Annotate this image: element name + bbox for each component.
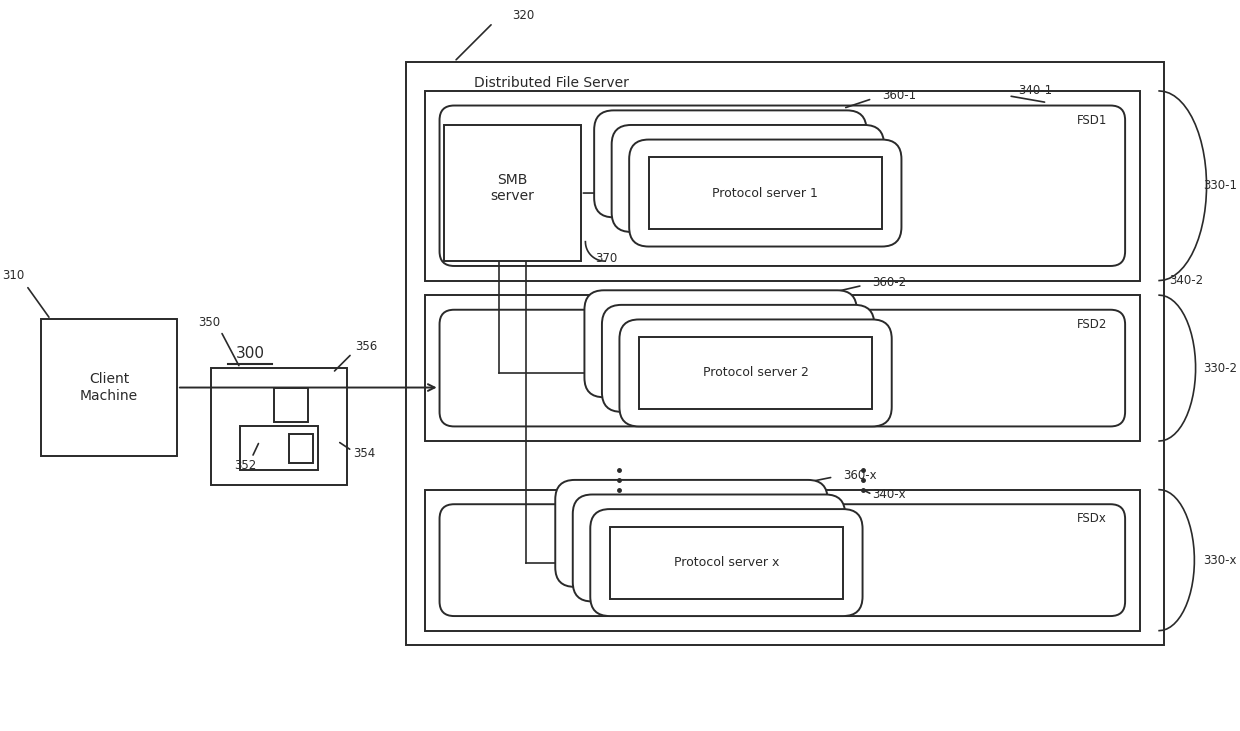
Text: 360-x: 360-x (843, 469, 877, 482)
Text: 354: 354 (353, 447, 376, 460)
FancyBboxPatch shape (611, 125, 884, 232)
Bar (41, 319, 177, 455)
FancyBboxPatch shape (439, 504, 1125, 616)
Text: 310: 310 (2, 269, 25, 282)
FancyBboxPatch shape (439, 105, 1125, 266)
FancyBboxPatch shape (590, 509, 863, 616)
FancyBboxPatch shape (573, 494, 844, 602)
Text: 340-2: 340-2 (1169, 274, 1203, 287)
Bar (425, 295, 1140, 441)
Bar (289, 434, 314, 463)
Text: Distributed File Server: Distributed File Server (474, 76, 629, 90)
Text: FSDx: FSDx (1076, 512, 1106, 526)
Text: 330-x: 330-x (1203, 553, 1236, 567)
Text: Protocol server 2: Protocol server 2 (703, 366, 808, 379)
Bar (425, 91, 1140, 281)
Bar (444, 125, 580, 261)
Bar (241, 426, 317, 470)
FancyBboxPatch shape (620, 319, 892, 426)
Text: 300: 300 (236, 346, 264, 361)
Text: 356: 356 (356, 340, 378, 353)
FancyBboxPatch shape (594, 110, 867, 217)
FancyBboxPatch shape (556, 480, 827, 587)
Bar (639, 337, 872, 409)
FancyBboxPatch shape (601, 305, 874, 412)
Text: Protocol server x: Protocol server x (673, 556, 779, 569)
Bar (425, 490, 1140, 631)
Text: Client
Machine: Client Machine (79, 372, 138, 403)
Bar (610, 526, 843, 599)
Text: FSD1: FSD1 (1076, 113, 1107, 126)
Text: 360-2: 360-2 (872, 276, 906, 289)
Text: 320: 320 (512, 9, 534, 22)
Bar (274, 387, 309, 422)
FancyBboxPatch shape (584, 290, 857, 397)
Bar (211, 368, 347, 485)
Text: 340-1: 340-1 (1018, 85, 1053, 97)
Text: 330-2: 330-2 (1203, 362, 1238, 374)
Text: 352: 352 (234, 459, 257, 471)
Text: 340-x: 340-x (872, 488, 906, 501)
FancyBboxPatch shape (629, 140, 901, 246)
Bar (649, 157, 882, 229)
Text: SMB
server: SMB server (491, 173, 534, 203)
FancyBboxPatch shape (439, 310, 1125, 426)
Text: 370: 370 (595, 251, 618, 265)
Text: FSD2: FSD2 (1076, 318, 1107, 331)
Text: 360-1: 360-1 (882, 89, 916, 102)
Text: Protocol server 1: Protocol server 1 (712, 186, 818, 200)
Text: 350: 350 (198, 316, 221, 329)
Bar (405, 61, 1164, 645)
Text: 330-1: 330-1 (1203, 179, 1238, 192)
